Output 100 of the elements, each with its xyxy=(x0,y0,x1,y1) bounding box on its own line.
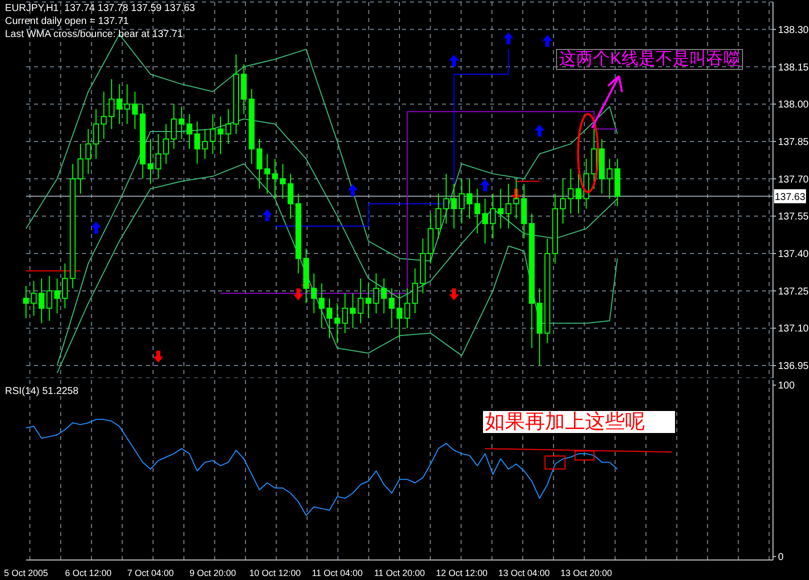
y-tick-label: 137.70 xyxy=(778,174,809,186)
point xyxy=(534,124,545,136)
candlestick xyxy=(194,121,200,164)
y-tick-label: 100 xyxy=(778,380,796,392)
y-tick-label: 138.30 xyxy=(778,24,809,36)
candlestick xyxy=(272,158,278,200)
point xyxy=(448,54,459,67)
candlestick xyxy=(170,104,177,150)
candlestick xyxy=(568,168,574,214)
x-tick-label: 5 Oct 2005 xyxy=(4,568,48,578)
y-tick-label: 137.55 xyxy=(778,212,809,223)
text: RSI(14) 51.2258 xyxy=(5,386,78,397)
candlestick xyxy=(342,292,348,334)
candlestick xyxy=(163,124,169,164)
candlestick xyxy=(474,188,480,234)
candlestick xyxy=(458,178,465,224)
candlestick xyxy=(202,128,208,160)
candlestick xyxy=(108,78,114,130)
candlestick xyxy=(404,288,410,329)
candlestick xyxy=(178,106,185,140)
y-tick-label: 138.00 xyxy=(778,100,809,111)
x-tick-label: 12 Oct 12:00 xyxy=(436,568,488,578)
candlestick xyxy=(381,278,387,314)
candlestick xyxy=(443,173,450,224)
candlestick xyxy=(334,302,340,344)
x-tick-label: 11 Oct 04:00 xyxy=(312,568,363,578)
x-tick-label: 9 Oct 20:00 xyxy=(189,568,236,578)
point xyxy=(262,209,272,222)
candlestick xyxy=(318,282,325,329)
candlestick xyxy=(85,128,92,174)
point xyxy=(542,34,552,47)
y-tick-label: 137.10 xyxy=(778,324,809,335)
candlestick xyxy=(326,298,332,339)
candlestick xyxy=(30,280,37,316)
x-tick-label: 13 Oct 04:00 xyxy=(498,568,550,578)
candlestick xyxy=(38,278,44,324)
candlestick xyxy=(436,193,442,240)
candlestick xyxy=(93,108,99,160)
y-tick-label: 137.25 xyxy=(778,286,809,298)
line-series xyxy=(56,163,618,374)
candlestick xyxy=(373,272,380,314)
candlestick xyxy=(46,275,52,322)
y-tick-label: 0 xyxy=(778,552,784,564)
candlestick xyxy=(365,282,372,319)
point xyxy=(153,350,164,363)
candlestick xyxy=(132,91,138,130)
candlestick xyxy=(490,193,496,240)
candlestick xyxy=(388,288,395,329)
x-tick-label: 11 Oct 20:00 xyxy=(374,568,425,578)
x-tick-label: 13 Oct 20:00 xyxy=(560,568,612,578)
candlestick xyxy=(100,91,107,140)
candlestick xyxy=(560,178,566,224)
annotation: 这两个K线是不是叫吞噬 xyxy=(556,49,744,70)
candlestick xyxy=(288,173,294,220)
point xyxy=(480,179,490,192)
candlestick xyxy=(412,268,418,314)
candlestick xyxy=(311,272,317,314)
candlestick xyxy=(280,163,286,200)
y-tick-label: 136.95 xyxy=(778,361,809,372)
candlestick xyxy=(186,114,192,150)
annotation: 如果再加上这些呢 xyxy=(483,411,675,433)
candlestick xyxy=(396,292,402,339)
line-series xyxy=(56,118,618,366)
candlestick xyxy=(451,183,457,230)
candlestick xyxy=(576,173,582,214)
chart-title: EURJPY,H1 137.74 137.78 137.59 137.63 xyxy=(5,3,195,14)
candlestick xyxy=(482,198,488,244)
candlestick xyxy=(264,153,270,194)
x-tick-label: 10 Oct 12:00 xyxy=(249,568,301,578)
candlestick xyxy=(498,188,504,230)
candlestick xyxy=(350,292,356,329)
candlestick xyxy=(506,183,512,230)
candlestick xyxy=(256,138,262,190)
candlestick xyxy=(225,108,232,144)
annotation: Current daily open = 137.71 xyxy=(5,16,129,27)
y-tick-label: 138.15 xyxy=(778,62,809,74)
candlestick xyxy=(218,116,224,154)
point xyxy=(348,184,358,196)
candlestick xyxy=(116,84,122,125)
x-tick-label: 6 Oct 12:00 xyxy=(64,568,112,578)
candlestick xyxy=(54,278,60,314)
candlestick xyxy=(155,133,162,180)
point xyxy=(91,222,102,234)
candlestick xyxy=(124,84,130,125)
point xyxy=(293,288,304,300)
point xyxy=(448,288,459,300)
candlestick xyxy=(513,178,520,220)
y-tick-label: 137.40 xyxy=(778,249,809,260)
ref-line-label: 137.63 xyxy=(774,192,806,204)
candlestick xyxy=(606,158,612,200)
point xyxy=(503,32,514,44)
candlestick xyxy=(62,262,68,309)
candlestick xyxy=(466,178,472,220)
annotation: Last WMA cross/bounce: bear at 137.71 xyxy=(5,29,183,40)
candlestick xyxy=(23,285,29,319)
candlestick xyxy=(358,278,364,324)
candlestick xyxy=(148,138,154,184)
candlestick xyxy=(210,114,216,154)
candlestick xyxy=(78,143,84,194)
x-tick-label: 7 Oct 04:00 xyxy=(127,568,174,578)
